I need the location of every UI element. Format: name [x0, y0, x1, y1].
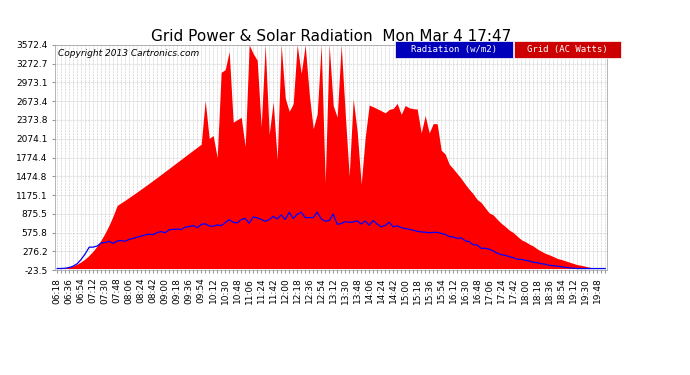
Title: Grid Power & Solar Radiation  Mon Mar 4 17:47: Grid Power & Solar Radiation Mon Mar 4 1…	[151, 29, 511, 44]
Text: Grid (AC Watts): Grid (AC Watts)	[527, 45, 608, 54]
FancyBboxPatch shape	[514, 41, 621, 58]
Text: Radiation (w/m2): Radiation (w/m2)	[411, 45, 497, 54]
FancyBboxPatch shape	[395, 41, 513, 58]
Text: Copyright 2013 Cartronics.com: Copyright 2013 Cartronics.com	[58, 50, 199, 58]
